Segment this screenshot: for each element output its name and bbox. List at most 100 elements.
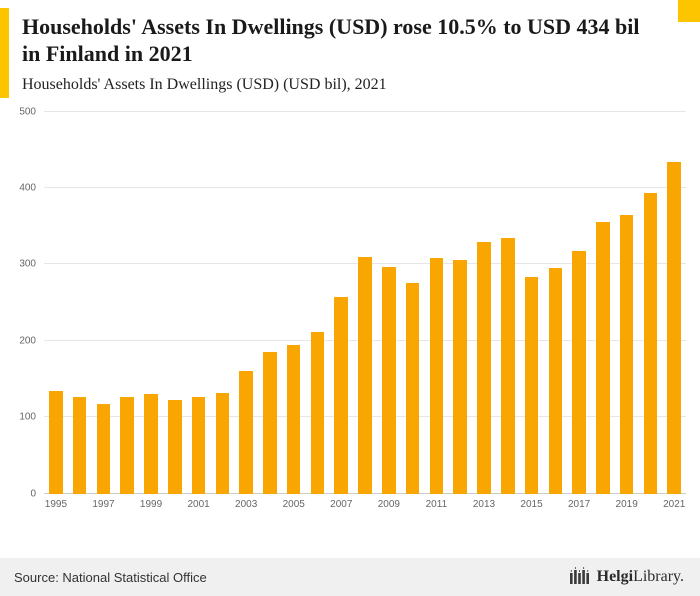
x-tick-label (163, 499, 187, 514)
bar-2009 (382, 266, 396, 494)
bar-2017 (572, 250, 586, 494)
x-tick-label (639, 499, 663, 514)
bar-2016 (548, 268, 563, 494)
accent-square (678, 0, 700, 22)
bar-slot (163, 112, 187, 494)
x-tick-label: 2007 (330, 498, 353, 510)
x-tick-label: 2009 (377, 498, 400, 510)
bar-slot (68, 112, 92, 494)
bar-slot (425, 112, 449, 494)
bar-slot (115, 112, 139, 494)
x-tick-label: 2013 (472, 498, 496, 510)
bar-2003 (239, 371, 253, 494)
x-tick-label (591, 499, 615, 514)
gridline (44, 110, 686, 112)
x-axis: 1995 1997 1999 2001 2003 2005 2007 2009 2011 2013… (44, 494, 686, 514)
bar-1999 (144, 394, 158, 494)
bar-2007 (334, 296, 349, 494)
bar-slot (377, 112, 401, 494)
bar-2002 (215, 392, 230, 494)
x-tick-label: 1999 (139, 498, 163, 510)
footer: Source: National Statistical Office Helg… (0, 558, 700, 596)
chart-header: Households' Assets In Dwellings (USD) ro… (0, 0, 700, 98)
y-tick-label: 400 (19, 182, 36, 194)
x-tick-label (210, 499, 234, 514)
x-tick-label (401, 499, 425, 514)
bar-slot (234, 112, 258, 494)
bar-slot (329, 112, 353, 494)
chart-title: Households' Assets In Dwellings (USD) ro… (22, 14, 640, 66)
bar-2013 (477, 242, 491, 494)
x-tick-label (448, 499, 472, 514)
x-tick-label: 2019 (615, 498, 638, 510)
x-tick-label: 2001 (187, 498, 210, 510)
bar-2021 (667, 162, 681, 494)
x-tick-label (353, 499, 377, 514)
x-tick-label (68, 499, 92, 514)
gridline (44, 187, 686, 189)
x-tick-label (115, 499, 139, 514)
bar-2012 (453, 259, 467, 494)
plot-area (44, 110, 686, 494)
x-tick-label (543, 499, 567, 514)
bars (44, 112, 686, 494)
x-tick-label: 2017 (567, 498, 591, 510)
x-tick-label (306, 499, 330, 514)
y-axis: 0 100 200 300 400 500 (10, 106, 44, 499)
x-tick-label: 2021 (663, 498, 686, 510)
x-tick-label: 1997 (92, 498, 115, 510)
source-text: Source: National Statistical Office (14, 569, 207, 585)
bar-1996 (72, 397, 87, 494)
bar-2014 (500, 237, 515, 494)
bar-2020 (643, 193, 658, 494)
bar-slot (662, 112, 686, 494)
bar-2018 (596, 222, 610, 494)
bar-1997 (96, 403, 111, 494)
helgi-library-logo[interactable]: HelgiLibrary. (569, 566, 684, 589)
bar-2006 (310, 331, 325, 494)
bar-2015 (524, 276, 539, 494)
helgi-library-logo-text: HelgiLibrary. (596, 568, 684, 585)
x-tick-label: 2011 (425, 498, 448, 510)
bar-slot (567, 112, 591, 494)
x-tick-label: 2003 (235, 498, 258, 510)
chart-area: 0 100 200 300 400 500 1995 1997 1999 2001 2003 200… (0, 98, 700, 558)
bar-slot (353, 112, 377, 494)
x-tick-label (258, 499, 282, 514)
bar-2004 (263, 352, 277, 494)
chart-subtitle: Households' Assets In Dwellings (USD) (U… (22, 75, 387, 93)
x-tick-label: 2015 (520, 498, 543, 510)
bar-2011 (429, 257, 444, 494)
x-tick-label (496, 499, 520, 514)
bar-2019 (619, 214, 634, 494)
bar-slot (496, 112, 520, 494)
accent-strip (0, 8, 9, 98)
y-tick-label: 200 (19, 335, 36, 347)
bar-slot (92, 112, 116, 494)
bar-slot (187, 112, 211, 494)
bar-slot (139, 112, 163, 494)
x-tick-label: 1995 (44, 498, 68, 510)
bar-slot (591, 112, 615, 494)
bar-1995 (49, 390, 63, 494)
bar-slot (472, 112, 496, 494)
bar-slot (615, 112, 639, 494)
bar-slot (258, 112, 282, 494)
bar-2001 (191, 397, 206, 494)
y-tick-label: 500 (19, 106, 36, 118)
bar-slot (282, 112, 306, 494)
bar-1998 (120, 396, 134, 494)
bar-2008 (358, 256, 372, 494)
y-tick-label: 100 (19, 411, 36, 423)
bar-2000 (168, 400, 182, 494)
y-tick-label: 300 (19, 258, 36, 270)
bar-slot (448, 112, 472, 494)
bar-slot (306, 112, 330, 494)
x-tick-label: 2005 (282, 498, 305, 510)
bar-slot (401, 112, 425, 494)
bar-slot (520, 112, 544, 494)
y-tick-label: 0 (30, 488, 36, 500)
bar-2005 (286, 344, 301, 494)
bar-slot (210, 112, 234, 494)
bar-2010 (405, 282, 420, 494)
